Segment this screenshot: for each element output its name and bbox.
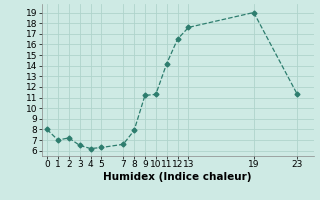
X-axis label: Humidex (Indice chaleur): Humidex (Indice chaleur): [103, 172, 252, 182]
